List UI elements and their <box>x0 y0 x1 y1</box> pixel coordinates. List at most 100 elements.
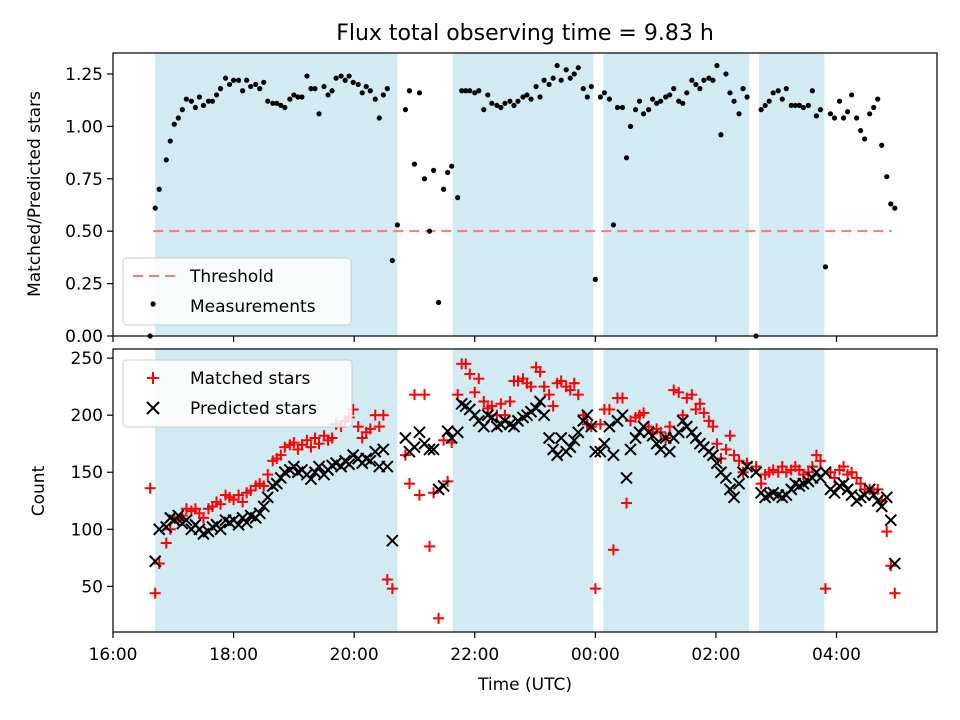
x-tick-label: 02:00 <box>691 645 740 665</box>
measurement-point <box>817 107 824 113</box>
measurement-point <box>892 205 898 211</box>
measurement-point <box>888 201 894 207</box>
predicted-star-marker <box>706 448 720 462</box>
measurement-point <box>619 104 626 111</box>
top-y-axis-label: Matched/Predicted stars <box>25 91 45 297</box>
matched-star-marker <box>881 526 893 538</box>
bottom-legend-box <box>122 359 353 428</box>
measurement-point <box>236 77 242 83</box>
measurement-point <box>697 86 703 92</box>
measurement-point <box>871 104 877 111</box>
matched-star-marker <box>381 574 393 586</box>
legend-measurements-label: Measurements <box>190 297 316 317</box>
matched-star-marker <box>872 483 884 495</box>
measurement-point <box>257 86 263 92</box>
matched-star-marker <box>258 480 270 492</box>
measurement-point <box>676 98 682 104</box>
measurement-point <box>554 62 560 69</box>
bottom-plot-frame <box>112 348 938 633</box>
matched-star-marker <box>438 434 450 446</box>
measurement-point <box>520 94 526 100</box>
x-tick-label: 16:00 <box>89 645 138 665</box>
x-axis-label: Time (UTC) <box>477 675 572 695</box>
measurement-point <box>597 94 603 100</box>
predicted-star-marker <box>646 429 659 442</box>
measurement-point <box>575 65 581 71</box>
matched-star-marker <box>568 377 580 389</box>
measurement-point <box>592 276 598 282</box>
measurement-point <box>485 92 491 98</box>
matched-star-marker <box>720 443 732 455</box>
measurement-point <box>727 90 733 96</box>
predicted-star-marker <box>437 479 450 493</box>
measurement-point <box>230 77 237 83</box>
predicted-star-marker <box>287 460 301 473</box>
matched-star-marker <box>728 449 740 461</box>
y-tick-label: 0.25 <box>65 275 103 295</box>
observing-band <box>603 53 750 336</box>
predicted-star-marker <box>342 458 356 471</box>
predicted-star-marker <box>364 454 377 468</box>
predicted-star-marker <box>607 448 620 462</box>
x-tick-label: 18:00 <box>209 645 258 665</box>
matched-star-marker <box>698 407 710 419</box>
measurement-point <box>406 88 413 94</box>
matched-star-marker <box>262 469 274 481</box>
matched-star-marker <box>377 409 389 421</box>
measurement-point <box>511 102 517 109</box>
matched-star-marker <box>724 430 736 442</box>
matched-star-marker <box>279 441 291 453</box>
matched-star-marker <box>512 375 524 387</box>
matched-star-marker <box>638 407 650 419</box>
matched-star-marker <box>215 498 227 510</box>
matched-star-marker <box>364 423 376 435</box>
matched-star-marker <box>686 389 698 401</box>
measurement-point <box>783 86 789 92</box>
measurement-point <box>472 90 478 96</box>
matched-star-marker <box>589 583 601 595</box>
matched-star-marker <box>594 418 606 430</box>
measurement-point <box>308 86 314 92</box>
predicted-star-marker <box>650 437 663 450</box>
matched-star-marker <box>495 398 507 410</box>
measurement-point <box>380 92 386 98</box>
predicted-star-marker <box>732 477 746 490</box>
measurement-point <box>270 100 276 106</box>
matched-star-marker <box>452 389 464 401</box>
matched-star-marker <box>504 395 516 407</box>
predicted-star-marker <box>257 500 270 513</box>
predicted-star-marker <box>568 434 581 447</box>
measurement-point <box>788 102 794 109</box>
measurement-point <box>636 98 643 104</box>
matched-star-marker <box>755 478 767 490</box>
predicted-star-marker <box>441 424 454 438</box>
measurement-point <box>376 115 382 121</box>
measurement-point <box>528 96 534 102</box>
y-tick-label: 1.00 <box>65 117 103 137</box>
measurement-point <box>533 83 539 90</box>
bottom-y-axis-label: Count <box>29 465 49 516</box>
observing-band <box>603 349 750 632</box>
measurement-point <box>430 167 437 173</box>
measurement-point <box>658 98 664 104</box>
matched-star-marker <box>233 489 245 501</box>
matched-star-marker <box>797 469 809 481</box>
predicted-star-marker <box>629 431 642 445</box>
measurement-point <box>389 257 395 264</box>
predicted-star-marker <box>572 426 585 439</box>
matched-star-marker <box>814 455 826 467</box>
matched-star-marker <box>555 375 567 387</box>
matched-star-marker <box>889 587 901 599</box>
x-tick-label: 00:00 <box>571 645 620 665</box>
top-plot-frame <box>112 52 938 337</box>
matched-star-marker <box>237 496 249 508</box>
measurement-point <box>884 174 890 180</box>
y-tick-label: 200 <box>71 406 103 426</box>
predicted-star-marker <box>740 460 754 473</box>
predicted-star-marker <box>180 513 193 527</box>
measurement-point <box>179 107 185 113</box>
predicted-star-marker <box>837 477 850 490</box>
measurement-point <box>355 81 361 88</box>
legend-matched-label: Matched stars <box>190 369 310 389</box>
ratio-panel: 0.00 0.25 0.50 0.75 1.00 1.25 Matched/Predict… <box>25 52 938 347</box>
